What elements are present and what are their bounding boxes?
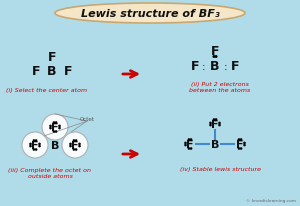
Text: F: F (71, 140, 79, 150)
Circle shape (42, 115, 68, 140)
Text: :: : (202, 62, 206, 72)
Circle shape (190, 148, 192, 149)
Text: F: F (211, 119, 219, 129)
Circle shape (50, 126, 51, 127)
Circle shape (185, 145, 186, 146)
Circle shape (241, 139, 242, 140)
Circle shape (219, 123, 220, 124)
Circle shape (56, 122, 57, 124)
Circle shape (56, 131, 57, 132)
Text: F: F (231, 60, 239, 73)
Circle shape (39, 146, 40, 147)
Text: F: F (31, 140, 39, 150)
Circle shape (33, 149, 34, 150)
Circle shape (190, 139, 192, 140)
Circle shape (188, 148, 190, 149)
Circle shape (30, 146, 31, 147)
Text: F: F (236, 139, 244, 149)
Text: B: B (210, 60, 220, 73)
Circle shape (73, 149, 74, 150)
Circle shape (238, 148, 239, 149)
Text: F: F (191, 60, 199, 73)
Circle shape (79, 146, 80, 147)
Circle shape (35, 140, 37, 141)
Circle shape (30, 144, 31, 145)
Circle shape (188, 139, 190, 140)
Circle shape (215, 119, 217, 121)
Circle shape (244, 143, 245, 144)
Circle shape (53, 131, 55, 132)
Circle shape (219, 125, 220, 126)
Circle shape (79, 144, 80, 145)
Circle shape (238, 139, 239, 140)
Circle shape (50, 128, 51, 129)
Circle shape (59, 126, 60, 127)
Circle shape (213, 119, 214, 121)
Circle shape (185, 143, 186, 144)
Circle shape (215, 56, 217, 58)
Circle shape (53, 122, 55, 124)
Text: (iv) Stable lewis structure: (iv) Stable lewis structure (179, 166, 260, 171)
Circle shape (70, 144, 71, 145)
Text: F: F (64, 65, 72, 78)
Text: F: F (48, 51, 56, 64)
Text: F: F (211, 45, 219, 58)
Circle shape (213, 56, 215, 58)
Circle shape (70, 146, 71, 147)
Circle shape (76, 140, 77, 141)
Circle shape (39, 144, 40, 145)
Text: B: B (51, 140, 59, 150)
Circle shape (35, 149, 37, 150)
Circle shape (73, 140, 74, 141)
Circle shape (210, 125, 211, 126)
Text: B: B (211, 139, 219, 149)
Circle shape (59, 128, 60, 129)
Text: :: : (224, 62, 228, 72)
Circle shape (33, 140, 34, 141)
Circle shape (62, 132, 88, 158)
Circle shape (210, 123, 211, 124)
Text: Octet: Octet (80, 117, 94, 122)
Ellipse shape (55, 4, 245, 24)
Text: (iii) Complete the octet on
outside atoms: (iii) Complete the octet on outside atom… (8, 167, 92, 178)
Text: F: F (51, 122, 59, 132)
Text: © knordislearning.com: © knordislearning.com (246, 198, 296, 202)
Text: (i) Select the center atom: (i) Select the center atom (6, 88, 88, 92)
Text: Lewis structure of BF₃: Lewis structure of BF₃ (81, 9, 219, 19)
Text: F: F (32, 65, 40, 78)
Text: F: F (186, 139, 194, 149)
Text: B: B (47, 65, 57, 78)
Circle shape (244, 145, 245, 146)
Text: (ii) Put 2 electrons
between the atoms: (ii) Put 2 electrons between the atoms (189, 82, 250, 92)
Circle shape (76, 149, 77, 150)
Circle shape (241, 148, 242, 149)
Circle shape (22, 132, 48, 158)
